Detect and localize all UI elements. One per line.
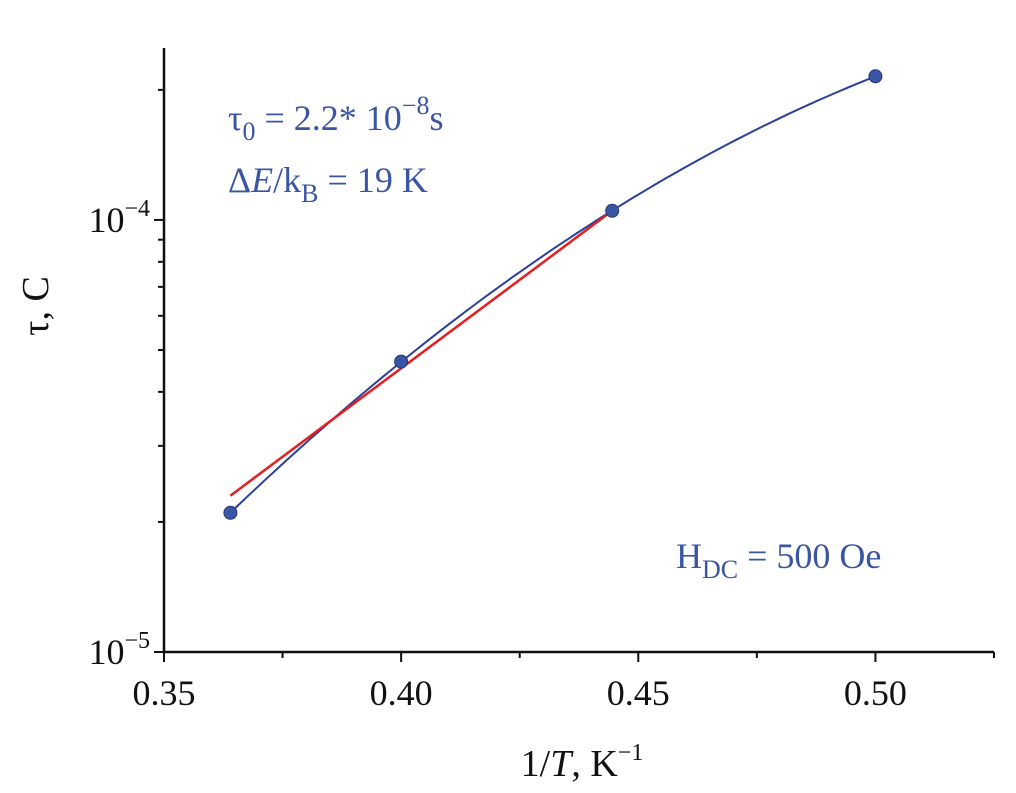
data-point [605,203,620,218]
annotation-tau0-exp: −8 [402,91,430,120]
x-axis-title-unit-sup: −1 [618,740,644,766]
annotation-field-sub: DC [702,555,738,584]
annotation-tau0: τ0 = 2.2* 10−8s [228,91,443,146]
x-tick-label: 0.45 [607,673,670,713]
annotation-field: HDC = 500 Oe [676,536,881,584]
fit-curve-line [229,75,876,514]
annotation-tau0-unit: s [429,98,443,138]
y-tick-label: 10−4 [88,196,150,240]
x-ticks: 0.35 0.40 0.45 0.50 [133,652,995,713]
linear-fit-line [229,209,613,497]
y-ticks: 10−5 10−4 [88,88,164,672]
x-axis-title: 1/T, K−1 [521,740,644,785]
data-point [868,69,883,84]
x-tick-label: 0.50 [844,673,907,713]
data-point [223,505,238,520]
annotation-energy: ΔE/kB = 19 K [228,160,428,208]
x-axis-title-var: T [550,743,574,785]
annotation-energy-slash: /k [273,160,301,200]
y-tick-label: 10−5 [88,628,150,672]
annotation-energy-text: = 19 K [319,160,428,200]
annotation-field-main: H [676,536,702,576]
x-axis-title-prefix: 1/ [521,743,551,785]
x-axis-title-unit: , K [571,743,618,785]
x-tick-label: 0.40 [370,673,433,713]
annotation-tau0-text: = 2.2* 10 [255,98,401,138]
annotation-energy-var: E [250,160,273,200]
annotation-energy-delta: Δ [228,160,251,200]
plot-area [223,69,883,520]
annotation-field-text: = 500 Oe [738,536,881,576]
data-point [394,354,409,369]
y-axis-title: τ, C [15,276,57,336]
x-tick-label: 0.35 [133,673,196,713]
annotation-tau0-sub: 0 [242,117,255,146]
annotation-tau0-symbol: τ [228,98,242,138]
annotation-energy-sub: B [301,179,318,208]
